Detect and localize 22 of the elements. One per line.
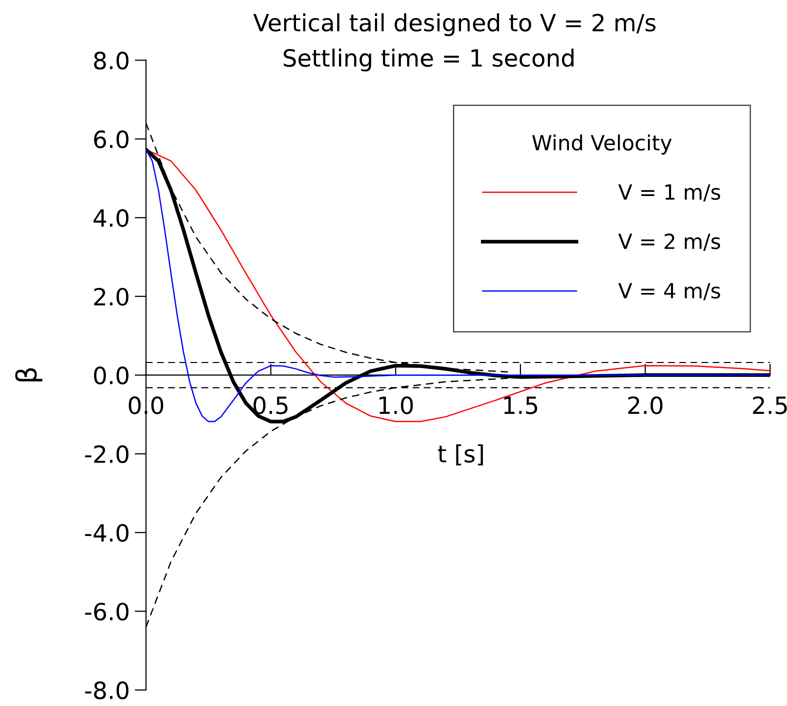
y-axis-title: β xyxy=(15,368,42,382)
y-tick-label: 6.0 xyxy=(94,130,128,148)
x-tick-label: 2.0 xyxy=(628,396,662,414)
x-tick-label: 0.5 xyxy=(254,396,288,414)
y-tick-label: -8.0 xyxy=(85,681,128,700)
chart-subtitle: Settling time = 1 second xyxy=(284,48,574,72)
y-tick-label: 2.0 xyxy=(94,288,128,306)
y-tick-label: -2.0 xyxy=(85,445,128,464)
y-tick-label: -6.0 xyxy=(85,602,128,621)
legend-title: Wind Velocity xyxy=(532,134,672,155)
legend-label: V = 1 m/s xyxy=(618,184,720,202)
x-axis-title: t [s] xyxy=(438,444,483,466)
legend-label: V = 4 m/s xyxy=(618,283,720,300)
legend-label: V = 2 m/s xyxy=(618,233,720,251)
y-tick-label: -4.0 xyxy=(85,524,128,542)
y-tick-label: 0.0 xyxy=(94,366,128,384)
y-tick-label: 8.0 xyxy=(94,52,128,70)
x-tick-label: 2.5 xyxy=(753,396,787,414)
x-tick-label: 1.0 xyxy=(379,396,413,414)
x-tick-label: 1.5 xyxy=(504,396,538,414)
y-tick-label: 4.0 xyxy=(94,209,128,227)
chart-title: Vertical tail designed to V = 2 m/s xyxy=(253,13,656,36)
